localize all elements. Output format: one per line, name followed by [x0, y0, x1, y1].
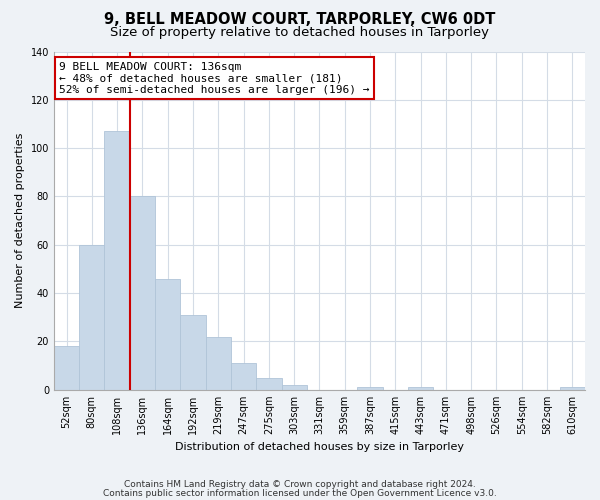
- Bar: [155, 278, 181, 390]
- Bar: [281, 385, 307, 390]
- Text: Size of property relative to detached houses in Tarporley: Size of property relative to detached ho…: [110, 26, 490, 39]
- Bar: [560, 388, 585, 390]
- Bar: [104, 131, 130, 390]
- Text: 9, BELL MEADOW COURT, TARPORLEY, CW6 0DT: 9, BELL MEADOW COURT, TARPORLEY, CW6 0DT: [104, 12, 496, 28]
- Bar: [206, 336, 231, 390]
- Bar: [54, 346, 79, 390]
- Y-axis label: Number of detached properties: Number of detached properties: [15, 133, 25, 308]
- Bar: [408, 388, 433, 390]
- Bar: [358, 388, 383, 390]
- Bar: [256, 378, 281, 390]
- X-axis label: Distribution of detached houses by size in Tarporley: Distribution of detached houses by size …: [175, 442, 464, 452]
- Text: 9 BELL MEADOW COURT: 136sqm
← 48% of detached houses are smaller (181)
52% of se: 9 BELL MEADOW COURT: 136sqm ← 48% of det…: [59, 62, 370, 95]
- Bar: [130, 196, 155, 390]
- Text: Contains public sector information licensed under the Open Government Licence v3: Contains public sector information licen…: [103, 488, 497, 498]
- Bar: [181, 315, 206, 390]
- Text: Contains HM Land Registry data © Crown copyright and database right 2024.: Contains HM Land Registry data © Crown c…: [124, 480, 476, 489]
- Bar: [231, 363, 256, 390]
- Bar: [79, 245, 104, 390]
